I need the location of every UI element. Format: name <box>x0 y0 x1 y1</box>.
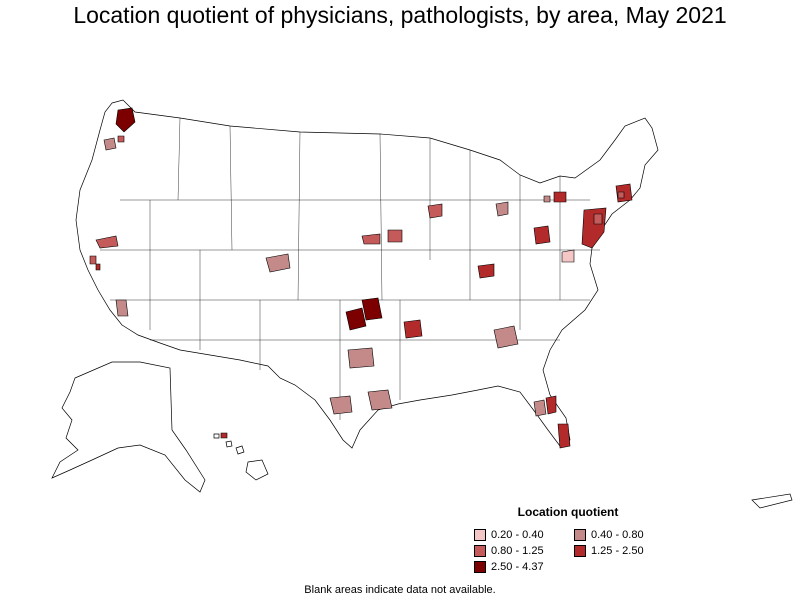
area-tampa <box>533 399 547 417</box>
legend-label: 0.40 - 0.80 <box>591 529 644 541</box>
area-arkansas <box>403 319 423 339</box>
area-ma-nh <box>617 191 625 199</box>
area-mn-wi <box>427 203 443 219</box>
legend-swatch <box>474 545 486 557</box>
area-dallas <box>347 347 375 369</box>
area-bay <box>89 255 97 265</box>
legend-swatch <box>574 545 586 557</box>
area-sacramento <box>95 235 119 249</box>
area-michigan <box>495 201 509 217</box>
legend-swatch <box>574 529 586 541</box>
legend-label: 1.25 - 2.50 <box>591 545 644 557</box>
area-tulsa <box>361 297 383 321</box>
area-atlanta <box>493 325 519 349</box>
area-hawaii-honolulu <box>220 432 228 439</box>
area-oklahoma-city <box>345 307 367 331</box>
area-des-moines <box>387 229 403 243</box>
legend-item: 0.80 - 1.25 <box>474 545 544 557</box>
area-boundaries <box>100 117 600 420</box>
area-portland <box>103 137 117 151</box>
area-san-diego <box>115 299 129 317</box>
legend-label: 0.20 - 0.40 <box>491 529 544 541</box>
legend-item: 0.20 - 0.40 <box>474 529 544 541</box>
area-louisville <box>477 263 495 279</box>
legend-title: Location quotient <box>517 505 619 519</box>
area-denver <box>265 253 291 273</box>
legend-item: 1.25 - 2.50 <box>574 545 644 557</box>
area-seattle <box>115 107 136 133</box>
area-miami <box>557 423 571 449</box>
area-columbus <box>533 225 551 245</box>
area-ny-small <box>543 195 551 203</box>
area-or-small <box>117 135 125 143</box>
hawaii-island <box>213 433 220 439</box>
area-philadelphia <box>593 213 603 225</box>
area-houston <box>367 389 393 411</box>
legend-label: 0.80 - 1.25 <box>491 545 544 557</box>
legend-swatch <box>474 529 486 541</box>
legend-swatch <box>474 561 486 573</box>
area-ca-small <box>95 263 101 271</box>
footnote: Blank areas indicate data not available. <box>304 584 496 596</box>
hawaii-island <box>225 440 233 448</box>
legend-item: 0.40 - 0.80 <box>574 529 644 541</box>
contiguous-us-outline <box>75 99 659 449</box>
area-omaha <box>361 233 381 245</box>
hawaii-island <box>235 445 245 455</box>
alaska-outline <box>51 361 206 493</box>
puerto-rico-outline <box>751 493 793 509</box>
legend-label: 2.50 - 4.37 <box>491 561 544 573</box>
map-title: Location quotient of physicians, patholo… <box>73 2 727 28</box>
hawaii-island <box>245 459 269 481</box>
area-virginia <box>561 249 575 263</box>
legend-item: 2.50 - 4.37 <box>474 561 544 573</box>
area-san-antonio <box>329 395 353 415</box>
area-rochester <box>553 191 567 203</box>
area-orlando <box>545 395 557 415</box>
